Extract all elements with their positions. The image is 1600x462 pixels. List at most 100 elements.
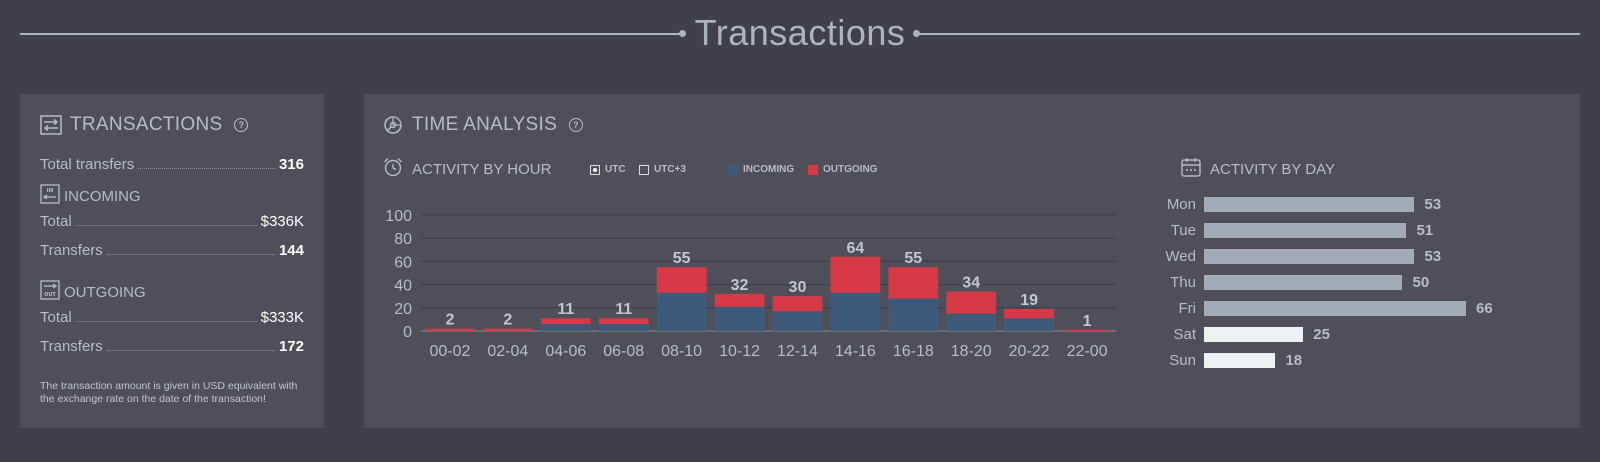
x-tick-label: 20-22 xyxy=(1009,343,1050,360)
incoming-total-row: Total $336K xyxy=(40,213,304,230)
incoming-heading: IN INCOMING xyxy=(40,184,141,208)
day-row: Tue 51 xyxy=(1154,221,1434,239)
bar-outgoing xyxy=(772,296,823,312)
bar-incoming xyxy=(656,292,707,331)
bar-outgoing xyxy=(946,291,997,314)
activity-by-day-text: ACTIVITY BY DAY xyxy=(1210,160,1336,178)
outgoing-total-value: $333K xyxy=(260,309,304,326)
header-dot-left xyxy=(679,30,686,37)
transfer-icon xyxy=(40,115,62,135)
radio-checked-icon[interactable] xyxy=(590,164,600,175)
day-label: Wed xyxy=(1165,247,1196,265)
x-tick-label: 14-16 xyxy=(835,343,876,360)
dotted-leader xyxy=(106,350,275,351)
bar-outgoing xyxy=(598,318,649,325)
header-line-right xyxy=(918,33,1580,35)
day-value: 51 xyxy=(1416,221,1434,239)
x-tick-label: 16-18 xyxy=(893,343,934,360)
x-tick-label: 06-08 xyxy=(603,343,644,360)
incoming-total-value: $336K xyxy=(260,213,304,230)
bar-total-label: 1 xyxy=(1083,313,1092,330)
legend-outgoing: OUTGOING xyxy=(808,164,877,175)
bar-total-label: 2 xyxy=(446,312,455,329)
outgoing-icon: OUT xyxy=(40,280,60,304)
incoming-transfers-row: Transfers 144 xyxy=(40,242,304,259)
bar-incoming xyxy=(1004,318,1055,331)
incoming-transfers-label: Transfers xyxy=(40,242,103,259)
day-bar xyxy=(1204,274,1403,290)
header-dot-right xyxy=(913,30,920,37)
time-analysis-title: TIME ANALYSIS ? xyxy=(382,114,584,136)
bar-incoming xyxy=(540,324,591,331)
day-bar xyxy=(1204,352,1276,368)
outgoing-swatch xyxy=(808,164,818,175)
y-tick-label: 60 xyxy=(394,254,412,271)
bar-total-label: 11 xyxy=(615,301,632,318)
day-value: 53 xyxy=(1424,195,1442,213)
day-value: 25 xyxy=(1313,325,1330,343)
day-label: Tue xyxy=(1170,221,1196,239)
bar-incoming xyxy=(830,292,881,331)
transactions-panel-title: TRANSACTIONS ? xyxy=(40,114,249,136)
x-tick-label: 00-02 xyxy=(429,343,470,360)
radio-unchecked-icon[interactable] xyxy=(639,164,649,175)
day-value: 53 xyxy=(1424,247,1442,265)
day-bar xyxy=(1204,196,1415,212)
total-transfers-row: Total transfers 316 xyxy=(40,156,304,173)
time-analysis-panel: TIME ANALYSIS ? ACTIVITY BY HOUR UTC UTC… xyxy=(364,94,1580,428)
y-tick-label: 0 xyxy=(403,324,412,341)
tz-utc3-option[interactable]: UTC+3 xyxy=(639,164,686,175)
bar-outgoing xyxy=(888,267,939,299)
x-tick-label: 12-14 xyxy=(777,343,818,360)
day-label: Sun xyxy=(1169,351,1196,369)
bar-incoming xyxy=(772,311,823,331)
bar-outgoing xyxy=(656,267,707,293)
incoming-heading-text: INCOMING xyxy=(64,187,141,205)
svg-text:IN: IN xyxy=(47,188,54,194)
bar-total-label: 11 xyxy=(557,301,574,318)
x-tick-label: 10-12 xyxy=(719,343,760,360)
activity-by-hour-title: ACTIVITY BY HOUR xyxy=(382,156,551,182)
tz-utc-option[interactable]: UTC xyxy=(590,164,626,175)
activity-by-hour-chart: 0 20 40 60 80 100 2 00-02 2 02-04 11 04-06 11 06-08 55… xyxy=(385,208,1116,360)
transactions-panel: TRANSACTIONS ? Total transfers 316 IN IN… xyxy=(20,94,324,428)
bar-outgoing xyxy=(714,293,765,307)
outgoing-total-row: Total $333K xyxy=(40,309,304,326)
activity-by-day-title: ACTIVITY BY DAY xyxy=(1180,156,1335,182)
tz-utc3-label: UTC+3 xyxy=(654,164,686,175)
day-row: Thu 50 xyxy=(1154,274,1429,291)
x-tick-label: 22-00 xyxy=(1067,343,1108,360)
bar-incoming xyxy=(888,298,939,331)
outgoing-total-label: Total xyxy=(40,309,72,326)
day-row: Wed 53 xyxy=(1154,247,1442,265)
day-label: Fri xyxy=(1178,299,1197,317)
y-tick-label: 80 xyxy=(394,231,412,248)
outgoing-transfers-label: Transfers xyxy=(40,338,103,355)
incoming-swatch xyxy=(728,164,738,175)
bar-incoming xyxy=(946,313,997,331)
bar-total-label: 34 xyxy=(962,275,980,292)
help-icon[interactable]: ? xyxy=(234,118,249,132)
day-row: Fri 66 xyxy=(1154,299,1493,317)
outgoing-transfers-row: Transfers 172 xyxy=(40,338,304,355)
help-icon[interactable]: ? xyxy=(569,118,584,132)
bar-outgoing xyxy=(482,328,533,331)
y-tick-label: 20 xyxy=(394,301,412,318)
bar-outgoing xyxy=(540,318,591,325)
bar-total-label: 2 xyxy=(503,312,512,329)
total-transfers-value: 316 xyxy=(278,156,304,173)
dotted-leader xyxy=(75,225,257,226)
time-analysis-title-text: TIME ANALYSIS xyxy=(412,114,558,135)
incoming-total-label: Total xyxy=(40,213,72,230)
svg-text:OUT: OUT xyxy=(44,292,56,298)
bar-outgoing xyxy=(1062,329,1112,331)
clock-chart-icon xyxy=(382,114,404,136)
bar-total-label: 19 xyxy=(1020,292,1038,309)
outgoing-heading-text: OUTGOING xyxy=(64,283,146,301)
bar-outgoing xyxy=(830,256,881,293)
bar-outgoing xyxy=(425,328,475,331)
day-label: Mon xyxy=(1166,195,1196,213)
alarm-clock-icon xyxy=(382,156,404,182)
day-value: 18 xyxy=(1285,351,1303,369)
bar-total-label: 32 xyxy=(731,277,749,294)
